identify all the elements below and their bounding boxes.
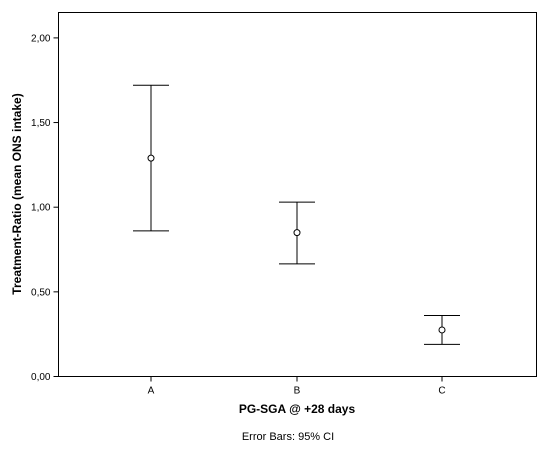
error-bar-footnote: Error Bars: 95% CI — [242, 431, 334, 443]
mean-point — [147, 154, 155, 162]
x-tick-label: B — [294, 386, 301, 397]
mean-point — [438, 326, 446, 334]
y-axis: 0,00 0,50 1,00 1,50 2,00 — [31, 33, 59, 383]
y-tick-label: 1,00 — [31, 203, 51, 214]
y-tick-label: 0,00 — [31, 372, 51, 383]
x-tick-label: A — [148, 386, 155, 397]
y-tick-label: 0,50 — [31, 287, 51, 298]
error-bars — [133, 84, 460, 345]
x-axis: A B C — [148, 376, 446, 397]
y-tick-label: 2,00 — [31, 33, 51, 44]
x-tick-label: C — [438, 386, 445, 397]
x-axis-title: PG-SGA @ +28 days — [239, 402, 356, 416]
y-tick-label: 1,50 — [31, 118, 51, 129]
mean-point — [293, 229, 301, 237]
y-axis-title: Treatment-Ratio (mean ONS intake) — [10, 93, 24, 294]
